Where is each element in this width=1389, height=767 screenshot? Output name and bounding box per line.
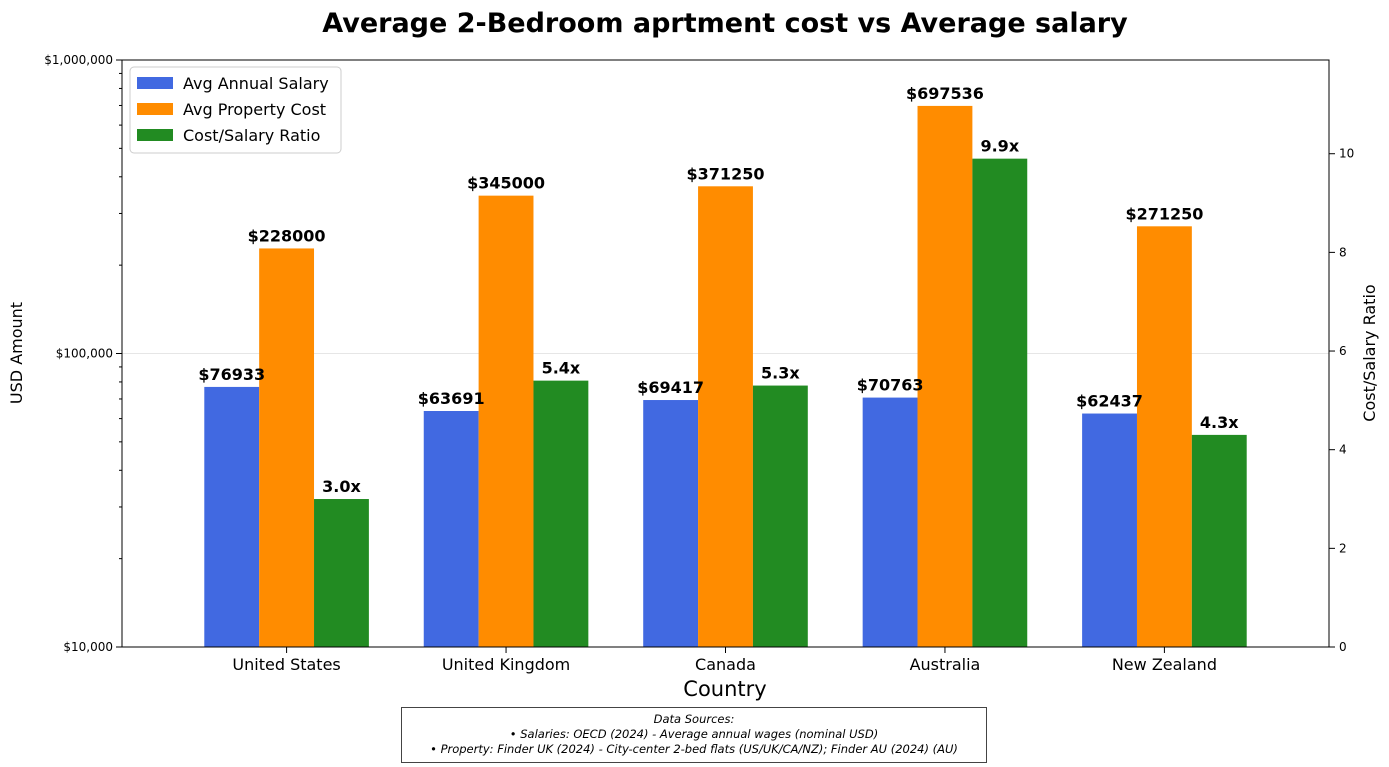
- bar-value-label: $76933: [198, 365, 265, 384]
- bar-salary: [862, 397, 918, 647]
- legend-swatch: [137, 103, 173, 115]
- legend-swatch: [137, 129, 173, 141]
- x-tick-label: Canada: [695, 655, 756, 674]
- sources-property: • Property: Finder UK (2024) - City-cent…: [430, 742, 958, 756]
- bar-value-label: $69417: [637, 378, 704, 397]
- right-axis: 0 2 4 6 8 10: [1329, 147, 1354, 654]
- bar-ratio: [752, 385, 808, 647]
- x-tick-label: New Zealand: [1112, 655, 1217, 674]
- bar-value-label: $62437: [1076, 392, 1143, 411]
- y2-axis-label: Cost/Salary Ratio: [1360, 284, 1379, 421]
- bar-property: [698, 186, 753, 647]
- bar-salary: [643, 400, 699, 647]
- bar-value-label: 3.0x: [322, 477, 361, 496]
- bar-value-label: $697536: [906, 84, 984, 103]
- bar-value-label: 5.4x: [542, 359, 581, 378]
- bar-property: [259, 248, 315, 648]
- bar-salary: [204, 386, 260, 647]
- bar-value-label: 5.3x: [761, 364, 800, 383]
- legend-box: [129, 66, 342, 154]
- y-tick-label: $10,000: [63, 640, 113, 654]
- y2-tick-label: 10: [1339, 147, 1354, 161]
- bar-property: [478, 195, 534, 648]
- y2-tick-label: 2: [1339, 541, 1347, 555]
- legend-swatch: [137, 77, 173, 89]
- bar-value-label: $228000: [248, 226, 326, 245]
- legend-label: Avg Property Cost: [183, 100, 326, 119]
- x-tick-label: United Kingdom: [442, 655, 570, 674]
- sources-heading: Data Sources:: [653, 712, 735, 726]
- bar-salary: [423, 411, 479, 647]
- bar-property: [917, 105, 973, 647]
- x-axis-label: Country: [683, 677, 766, 701]
- y-tick-label: $100,000: [56, 347, 113, 361]
- x-tick-label: Australia: [910, 655, 981, 674]
- x-axis: United States United Kingdom Canada Austral…: [232, 647, 1217, 674]
- y2-tick-label: 6: [1339, 344, 1347, 358]
- bar-ratio: [972, 158, 1028, 647]
- legend-label: Avg Annual Salary: [183, 74, 329, 93]
- bar-value-label: 4.3x: [1200, 413, 1239, 432]
- sources-salaries: • Salaries: OECD (2024) - Average annual…: [509, 727, 879, 741]
- bar-ratio: [533, 380, 589, 647]
- legend: Avg Annual Salary Avg Property Cost Cost/S…: [129, 66, 342, 154]
- y-axis-label: USD Amount: [7, 302, 26, 404]
- bars: [204, 105, 1247, 648]
- bar-ratio: [1191, 434, 1247, 647]
- data-sources-box: Data Sources: • Salaries: OECD (2024) - …: [401, 707, 987, 763]
- bar-value-label: $271250: [1125, 204, 1203, 223]
- left-axis: $10,000 $100,000 $1,000,000: [44, 53, 122, 654]
- y2-tick-label: 8: [1339, 245, 1347, 259]
- y-tick-label: $1,000,000: [44, 53, 113, 67]
- legend-label: Cost/Salary Ratio: [183, 126, 320, 145]
- bar-value-label: $70763: [857, 376, 924, 395]
- bar-value-label: $371250: [687, 164, 765, 183]
- bar-ratio: [314, 499, 369, 647]
- x-tick-label: United States: [232, 655, 340, 674]
- bar-salary: [1082, 413, 1137, 647]
- bar-property: [1136, 226, 1192, 648]
- y2-tick-label: 4: [1339, 443, 1347, 457]
- y2-tick-label: 0: [1339, 640, 1347, 654]
- bar-labels: $76933 $228000 3.0x $63691 $345000 5.4x $69417…: [198, 84, 1239, 496]
- chart: Average 2-Bedroom aprtment cost vs Avera…: [7, 8, 1379, 701]
- bar-value-label: $345000: [467, 174, 545, 193]
- bar-value-label: 9.9x: [980, 137, 1019, 156]
- bar-value-label: $63691: [418, 389, 485, 408]
- chart-title: Average 2-Bedroom aprtment cost vs Avera…: [322, 8, 1128, 39]
